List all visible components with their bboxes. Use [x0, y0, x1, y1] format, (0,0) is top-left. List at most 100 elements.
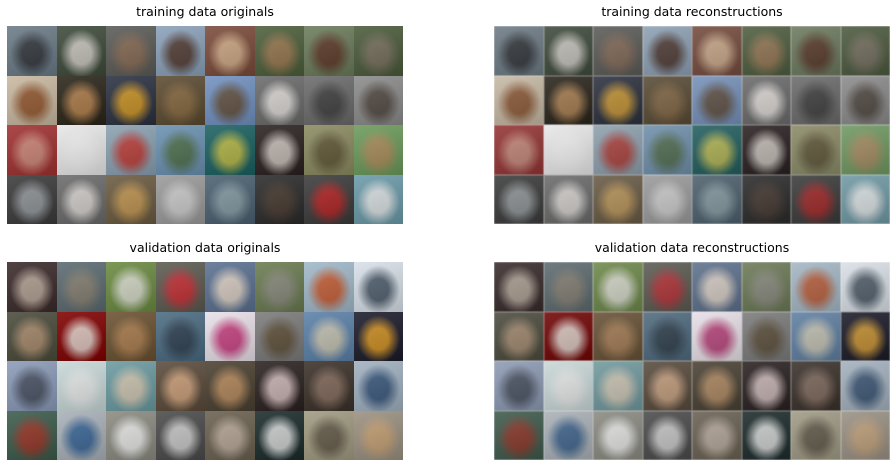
- image-thumbnail: [741, 361, 791, 411]
- image-thumbnail: [791, 262, 841, 312]
- image-thumbnail: [254, 75, 304, 125]
- image-thumbnail: [494, 311, 544, 361]
- image-thumbnail: [692, 262, 742, 312]
- image-thumbnail: [7, 75, 57, 125]
- image-thumbnail: [56, 75, 106, 125]
- image-thumbnail: [155, 262, 205, 312]
- image-thumbnail: [642, 125, 692, 175]
- image-thumbnail: [7, 174, 57, 224]
- image-thumbnail: [593, 311, 643, 361]
- image-thumbnail: [254, 125, 304, 175]
- image-thumbnail: [791, 311, 841, 361]
- image-thumbnail: [353, 125, 403, 175]
- image-thumbnail: [791, 361, 841, 411]
- image-thumbnail: [840, 311, 890, 361]
- image-thumbnail: [692, 125, 742, 175]
- image-thumbnail: [304, 410, 354, 460]
- image-thumbnail: [840, 125, 890, 175]
- image-thumbnail: [642, 361, 692, 411]
- image-thumbnail: [7, 361, 57, 411]
- image-thumbnail: [353, 26, 403, 76]
- image-thumbnail: [642, 262, 692, 312]
- image-thumbnail: [205, 174, 255, 224]
- image-thumbnail: [543, 26, 593, 76]
- image-thumbnail: [205, 262, 255, 312]
- image-thumbnail: [741, 26, 791, 76]
- image-thumbnail: [205, 410, 255, 460]
- image-thumbnail: [593, 262, 643, 312]
- image-thumbnail: [642, 410, 692, 460]
- image-thumbnail: [543, 311, 593, 361]
- image-thumbnail: [642, 174, 692, 224]
- image-grid: [7, 262, 403, 460]
- image-thumbnail: [106, 311, 156, 361]
- image-thumbnail: [205, 75, 255, 125]
- image-thumbnail: [254, 174, 304, 224]
- image-thumbnail: [7, 26, 57, 76]
- panel-title: training data reconstructions: [601, 4, 783, 19]
- image-thumbnail: [692, 311, 742, 361]
- image-thumbnail: [741, 125, 791, 175]
- panel-training-originals: training data originals: [7, 4, 403, 226]
- image-thumbnail: [543, 125, 593, 175]
- image-thumbnail: [254, 26, 304, 76]
- panel-validation-originals: validation data originals: [7, 240, 403, 462]
- image-thumbnail: [304, 75, 354, 125]
- image-thumbnail: [642, 311, 692, 361]
- image-thumbnail: [155, 174, 205, 224]
- image-thumbnail: [840, 75, 890, 125]
- image-thumbnail: [106, 174, 156, 224]
- image-thumbnail: [304, 125, 354, 175]
- image-thumbnail: [593, 125, 643, 175]
- image-thumbnail: [304, 311, 354, 361]
- image-thumbnail: [791, 75, 841, 125]
- image-grid: [7, 26, 403, 224]
- panel-title: training data originals: [136, 4, 274, 19]
- image-thumbnail: [106, 262, 156, 312]
- panel-title: validation data originals: [129, 240, 281, 255]
- image-thumbnail: [692, 361, 742, 411]
- image-thumbnail: [205, 125, 255, 175]
- image-thumbnail: [543, 410, 593, 460]
- image-thumbnail: [304, 361, 354, 411]
- image-thumbnail: [543, 75, 593, 125]
- image-thumbnail: [840, 361, 890, 411]
- image-thumbnail: [840, 174, 890, 224]
- image-thumbnail: [56, 262, 106, 312]
- image-thumbnail: [56, 174, 106, 224]
- image-thumbnail: [543, 361, 593, 411]
- image-thumbnail: [56, 125, 106, 175]
- image-thumbnail: [254, 410, 304, 460]
- image-thumbnail: [741, 311, 791, 361]
- image-thumbnail: [494, 410, 544, 460]
- image-thumbnail: [791, 125, 841, 175]
- image-thumbnail: [155, 311, 205, 361]
- image-thumbnail: [353, 75, 403, 125]
- image-thumbnail: [353, 174, 403, 224]
- image-thumbnail: [593, 410, 643, 460]
- image-thumbnail: [593, 75, 643, 125]
- image-thumbnail: [155, 26, 205, 76]
- image-thumbnail: [254, 311, 304, 361]
- image-thumbnail: [593, 174, 643, 224]
- image-thumbnail: [494, 262, 544, 312]
- image-grid: [494, 26, 890, 224]
- image-thumbnail: [304, 26, 354, 76]
- image-thumbnail: [692, 26, 742, 76]
- image-thumbnail: [7, 311, 57, 361]
- image-thumbnail: [155, 125, 205, 175]
- image-thumbnail: [741, 410, 791, 460]
- image-thumbnail: [56, 311, 106, 361]
- image-thumbnail: [106, 75, 156, 125]
- image-thumbnail: [56, 361, 106, 411]
- image-thumbnail: [692, 75, 742, 125]
- image-thumbnail: [791, 174, 841, 224]
- image-thumbnail: [254, 361, 304, 411]
- image-thumbnail: [741, 174, 791, 224]
- image-thumbnail: [791, 26, 841, 76]
- panel-validation-reconstructions: validation data reconstructions: [494, 240, 890, 462]
- image-thumbnail: [106, 125, 156, 175]
- image-thumbnail: [205, 26, 255, 76]
- image-thumbnail: [7, 410, 57, 460]
- image-thumbnail: [840, 410, 890, 460]
